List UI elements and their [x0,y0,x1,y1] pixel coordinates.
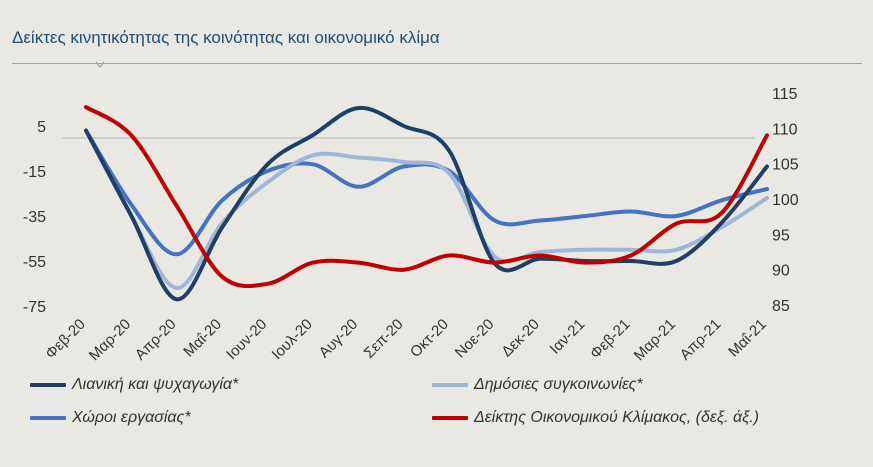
x-tick-label: Φεβ-21 [587,316,634,363]
x-tick-label: Ιαν-21 [546,316,588,358]
series-line-retail [84,105,769,302]
legend-label-workplaces: Χώροι εργασίας* [72,409,191,426]
x-tick-label: Νοε-20 [452,316,498,362]
x-tick-label: Αυγ-20 [316,316,362,362]
x-tick-label: Ιουλ-20 [269,316,316,363]
right-axis-ticks: 115 110 105 100 95 90 85 [772,86,799,315]
title-divider [12,63,862,64]
x-tick-label: Μαΐ-21 [725,316,770,361]
left-tick-label: -55 [23,254,46,271]
x-tick-label: Δεκ-20 [498,316,542,360]
right-tick-label: 110 [772,121,798,138]
x-tick-label: Απρ-20 [132,316,180,364]
legend-item-retail: Λιανική και ψυχαγωγία* [30,376,238,394]
series-line-esi [84,105,769,289]
legend-label-retail: Λιανική και ψυχαγωγία* [72,376,239,393]
legend-swatch-esi [432,416,468,420]
legend-swatch-transit [432,383,468,387]
x-tick-label: Σεπ-20 [361,316,407,362]
legend-item-workplaces: Χώροι εργασίας* [30,409,191,427]
series-lines [84,105,769,302]
x-tick-label: Ιουν-20 [223,316,270,363]
left-tick-label: -35 [23,209,46,226]
left-axis-ticks: 5 -15 -35 -55 -75 [23,119,46,316]
legend-item-transit: Δημόσιες συγκοινωνίες* [432,376,643,394]
left-tick-label: -75 [23,299,46,316]
series-line-workplaces [84,128,769,257]
legend-label-transit: Δημόσιες συγκοινωνίες* [474,376,643,393]
x-tick-label: Μαρ-20 [86,316,134,364]
right-tick-label: 115 [772,86,798,103]
legend-label-esi: Δείκτης Οικονομικού Κλίμακος, (δεξ. άξ.) [474,409,759,426]
x-tick-label: Απρ-21 [677,316,725,364]
right-tick-label: 90 [772,263,790,280]
x-tick-label: Φεβ-20 [42,316,89,363]
right-tick-label: 85 [772,298,790,315]
x-tick-label: Μαρ-21 [631,316,679,364]
legend-item-esi: Δείκτης Οικονομικού Κλίμακος, (δεξ. άξ.) [432,409,759,427]
right-tick-label: 100 [772,192,799,209]
divider-caret-icon [96,61,104,68]
right-tick-label: 105 [772,157,799,174]
legend-swatch-retail [30,383,66,387]
x-tick-label: Οκτ-20 [407,316,452,361]
legend-swatch-workplaces [30,416,66,420]
x-tick-label: Μαΐ-20 [180,316,225,361]
chart-title: Δείκτες κινητικότητας της κοινότητας και… [12,28,440,47]
left-tick-label: -15 [23,164,46,181]
right-tick-label: 95 [772,227,790,244]
left-tick-label: 5 [37,119,46,136]
series-line-transit [84,128,769,290]
